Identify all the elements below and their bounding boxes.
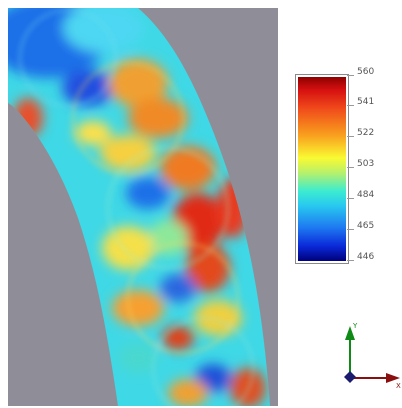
colorbar-tick bbox=[347, 229, 354, 230]
colorbar-tick-label: 560 bbox=[357, 67, 375, 77]
axis-triad-icon: Y X bbox=[344, 322, 401, 390]
render-viewport[interactable] bbox=[8, 8, 278, 406]
colorbar-tick bbox=[347, 105, 354, 106]
orientation-axes: Y X bbox=[336, 318, 402, 390]
colorbar-tick bbox=[347, 75, 354, 76]
temperature-field-surface bbox=[8, 8, 270, 406]
y-axis-arrow bbox=[345, 326, 355, 340]
colorbar-tick bbox=[347, 260, 354, 261]
colorbar-tick-label: 484 bbox=[357, 190, 375, 200]
x-axis-label: X bbox=[396, 382, 401, 390]
z-axis-arrow bbox=[344, 371, 356, 383]
x-axis-arrow bbox=[386, 373, 400, 383]
colorbar bbox=[295, 74, 349, 264]
colorbar-tick-label: 503 bbox=[357, 159, 375, 169]
y-axis-label: Y bbox=[352, 322, 358, 330]
colorbar-tick bbox=[347, 198, 354, 199]
colorbar-tick-label: 541 bbox=[357, 97, 375, 107]
colorbar-tick bbox=[347, 167, 354, 168]
colorbar-tick-label: 446 bbox=[357, 252, 375, 262]
colorbar-tick-label: 522 bbox=[357, 128, 375, 138]
colorbar-tick bbox=[347, 136, 354, 137]
colorbar-tick-label: 465 bbox=[357, 221, 375, 231]
colorbar-gradient bbox=[298, 77, 346, 261]
